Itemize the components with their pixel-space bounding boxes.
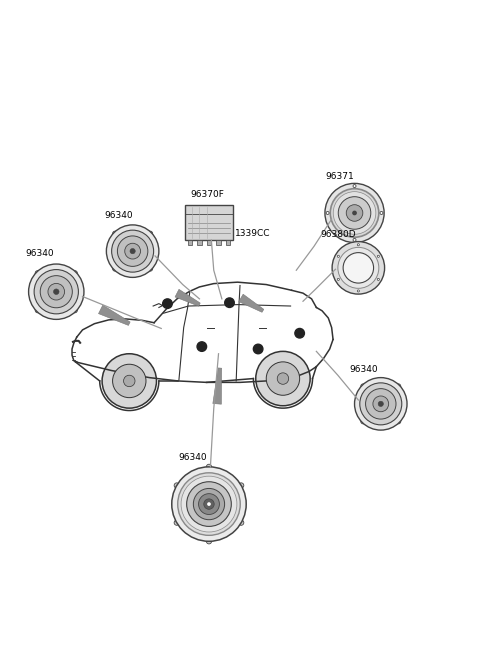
Circle shape — [225, 298, 234, 307]
Text: 96370F: 96370F — [190, 190, 224, 198]
Circle shape — [40, 276, 72, 308]
Circle shape — [361, 419, 365, 424]
Circle shape — [178, 473, 240, 535]
Bar — [206, 240, 211, 245]
Circle shape — [113, 267, 117, 271]
Circle shape — [357, 244, 360, 246]
Bar — [226, 240, 230, 245]
Circle shape — [72, 308, 77, 313]
Circle shape — [326, 212, 329, 214]
Circle shape — [206, 538, 212, 544]
Circle shape — [118, 236, 148, 267]
Circle shape — [366, 388, 396, 419]
Circle shape — [338, 248, 379, 288]
Circle shape — [53, 289, 59, 295]
Circle shape — [193, 489, 225, 519]
Circle shape — [337, 255, 339, 257]
Circle shape — [107, 225, 159, 277]
Bar — [188, 240, 192, 245]
Circle shape — [353, 238, 356, 242]
Circle shape — [266, 362, 300, 395]
Circle shape — [199, 494, 219, 514]
Circle shape — [337, 278, 339, 280]
Circle shape — [204, 499, 214, 510]
Circle shape — [172, 467, 246, 541]
Circle shape — [295, 328, 304, 338]
Circle shape — [373, 396, 389, 412]
Circle shape — [207, 502, 211, 506]
Bar — [197, 240, 202, 245]
Text: 1339CC: 1339CC — [235, 229, 271, 238]
Text: 96340: 96340 — [350, 365, 378, 374]
Circle shape — [181, 476, 237, 532]
Circle shape — [378, 402, 384, 407]
Circle shape — [112, 230, 154, 272]
Circle shape — [174, 483, 180, 488]
Text: 96340: 96340 — [25, 250, 54, 258]
Circle shape — [277, 373, 288, 384]
Circle shape — [148, 231, 153, 236]
Circle shape — [338, 196, 371, 229]
Circle shape — [130, 248, 135, 253]
Circle shape — [377, 278, 379, 280]
Circle shape — [29, 264, 84, 320]
Text: 96380D: 96380D — [321, 230, 356, 239]
Circle shape — [377, 255, 379, 257]
Circle shape — [346, 204, 363, 221]
Circle shape — [35, 308, 40, 313]
Circle shape — [102, 354, 156, 408]
Circle shape — [113, 364, 146, 398]
Circle shape — [72, 271, 77, 276]
Polygon shape — [175, 290, 200, 306]
Circle shape — [123, 375, 135, 386]
Circle shape — [35, 271, 40, 276]
Bar — [216, 240, 221, 245]
Polygon shape — [213, 368, 222, 404]
FancyBboxPatch shape — [185, 204, 233, 240]
Circle shape — [163, 299, 172, 309]
Circle shape — [360, 383, 402, 425]
Circle shape — [352, 211, 357, 215]
Text: 96340: 96340 — [104, 211, 132, 220]
Circle shape — [396, 384, 401, 388]
Circle shape — [343, 253, 373, 283]
Circle shape — [256, 351, 310, 405]
Circle shape — [113, 231, 117, 236]
Circle shape — [325, 183, 384, 242]
Polygon shape — [239, 294, 264, 312]
Circle shape — [357, 290, 360, 292]
Circle shape — [380, 212, 383, 214]
Circle shape — [206, 464, 212, 470]
Circle shape — [330, 189, 379, 237]
Circle shape — [332, 242, 384, 294]
Circle shape — [333, 192, 376, 234]
Text: 96340: 96340 — [178, 453, 206, 462]
Circle shape — [148, 267, 153, 271]
Circle shape — [353, 185, 356, 187]
Circle shape — [197, 342, 206, 351]
Circle shape — [187, 481, 231, 527]
Circle shape — [253, 345, 263, 354]
Circle shape — [48, 284, 65, 300]
Polygon shape — [98, 305, 130, 326]
Circle shape — [125, 243, 141, 259]
Circle shape — [355, 378, 407, 430]
Circle shape — [174, 520, 180, 525]
Circle shape — [239, 520, 244, 525]
Text: 96371: 96371 — [326, 172, 355, 181]
Circle shape — [34, 270, 78, 314]
Circle shape — [361, 384, 365, 388]
Circle shape — [239, 483, 244, 488]
Circle shape — [396, 419, 401, 424]
